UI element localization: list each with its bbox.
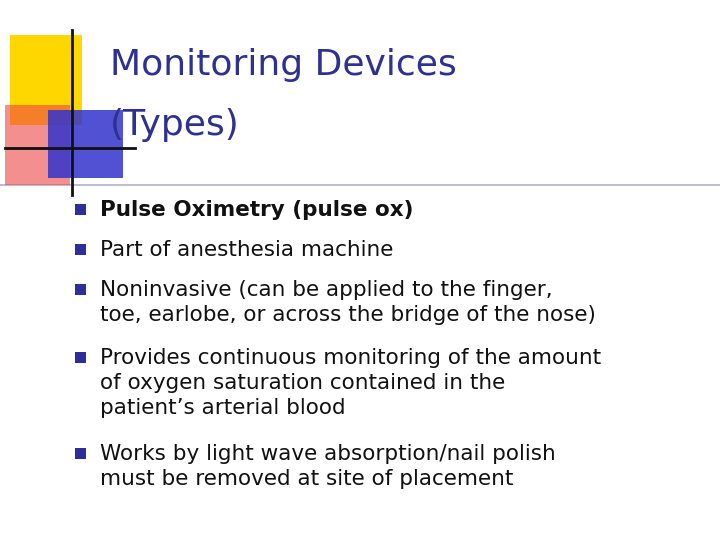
Bar: [75, 448, 86, 459]
Bar: [75, 244, 86, 255]
Text: (Types): (Types): [110, 108, 240, 142]
Text: Noninvasive (can be applied to the finger,
toe, earlobe, or across the bridge of: Noninvasive (can be applied to the finge…: [100, 280, 596, 325]
Bar: [75, 204, 86, 215]
Text: Provides continuous monitoring of the amount
of oxygen saturation contained in t: Provides continuous monitoring of the am…: [100, 348, 601, 417]
Text: Works by light wave absorption/nail polish
must be removed at site of placement: Works by light wave absorption/nail poli…: [100, 444, 556, 489]
Text: Pulse Oximetry (pulse ox): Pulse Oximetry (pulse ox): [100, 200, 413, 220]
Text: Monitoring Devices: Monitoring Devices: [110, 48, 456, 82]
Bar: [10, 35, 82, 125]
Bar: [5, 105, 70, 185]
Text: Part of anesthesia machine: Part of anesthesia machine: [100, 240, 393, 260]
Bar: [75, 284, 86, 295]
Bar: [48, 110, 123, 178]
Bar: [75, 352, 86, 363]
